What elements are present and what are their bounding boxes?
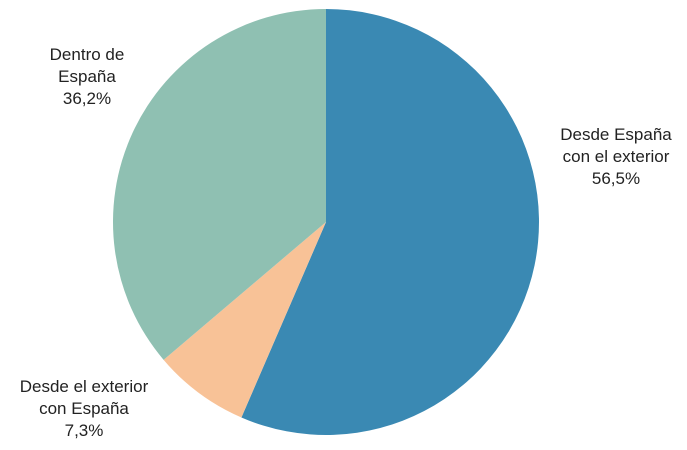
slice-desde-espana xyxy=(241,9,539,436)
slice-label-line: España xyxy=(58,67,116,86)
slice-label-line: con el exterior xyxy=(562,147,670,166)
slice-label-line: Dentro de xyxy=(49,45,125,64)
slice-label-desde-exterior: Desde el exterior con España 7,3% xyxy=(4,376,164,442)
slice-value-label: 7,3% xyxy=(64,421,104,440)
slice-dentro-espana xyxy=(113,8,326,360)
slice-label-desde-espana: Desde España con el exterior 56,5% xyxy=(546,124,686,190)
slice-value-label: 56,5% xyxy=(591,169,641,188)
slice-label-line: con España xyxy=(39,399,129,418)
slice-desde-exterior xyxy=(163,222,326,418)
slice-label-dentro-espana: Dentro de España 36,2% xyxy=(22,44,152,110)
slice-label-line: Desde España xyxy=(560,125,672,144)
slice-label-line: Desde el exterior xyxy=(19,377,149,396)
slice-value-label: 36,2% xyxy=(62,89,112,108)
